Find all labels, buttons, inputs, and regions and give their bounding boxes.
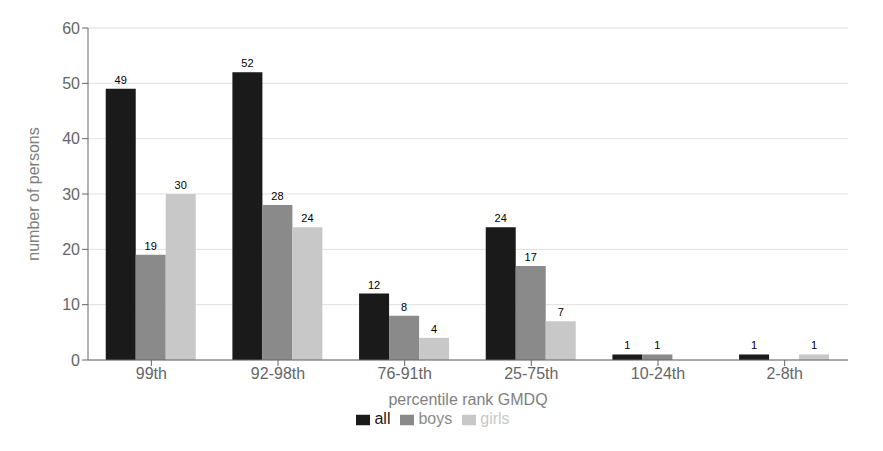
- svg-text:number of persons: number of persons: [25, 127, 42, 260]
- html-text:all: all: [374, 410, 391, 427]
- svg-text:19: 19: [145, 240, 157, 252]
- svg-text:52: 52: [241, 57, 253, 69]
- svg-text:1: 1: [654, 339, 660, 351]
- svg-text:50: 50: [62, 75, 80, 92]
- html-text:boys: boys: [418, 410, 453, 427]
- svg-text:percentile rank GMDQ: percentile rank GMDQ: [388, 391, 547, 408]
- svg-text:1: 1: [811, 339, 817, 351]
- svg-text:99th: 99th: [136, 365, 167, 382]
- svg-text:10: 10: [62, 296, 80, 313]
- svg-text:76-91th: 76-91th: [378, 365, 432, 382]
- svg-text:1: 1: [624, 339, 630, 351]
- svg-text:8: 8: [401, 301, 407, 313]
- svg-text:10-24th: 10-24th: [631, 365, 685, 382]
- svg-text:24: 24: [495, 212, 507, 224]
- svg-text:17: 17: [525, 251, 537, 263]
- svg-text:60: 60: [62, 20, 80, 37]
- svg-text:1: 1: [751, 339, 757, 351]
- svg-text:92-98th: 92-98th: [251, 365, 305, 382]
- svg-text:28: 28: [271, 190, 283, 202]
- svg-text:25-75th: 25-75th: [504, 365, 558, 382]
- svg-text:20: 20: [62, 241, 80, 258]
- html-text:girls: girls: [480, 410, 510, 427]
- svg-text:4: 4: [431, 323, 437, 335]
- svg-text:30: 30: [62, 186, 80, 203]
- svg-text:12: 12: [368, 279, 380, 291]
- svg-text:40: 40: [62, 130, 80, 147]
- svg-text:2-8th: 2-8th: [766, 365, 802, 382]
- svg-text:0: 0: [71, 352, 80, 369]
- svg-text:7: 7: [558, 306, 564, 318]
- svg-text:49: 49: [115, 74, 127, 86]
- svg-text:30: 30: [175, 179, 187, 191]
- svg-text:24: 24: [301, 212, 313, 224]
